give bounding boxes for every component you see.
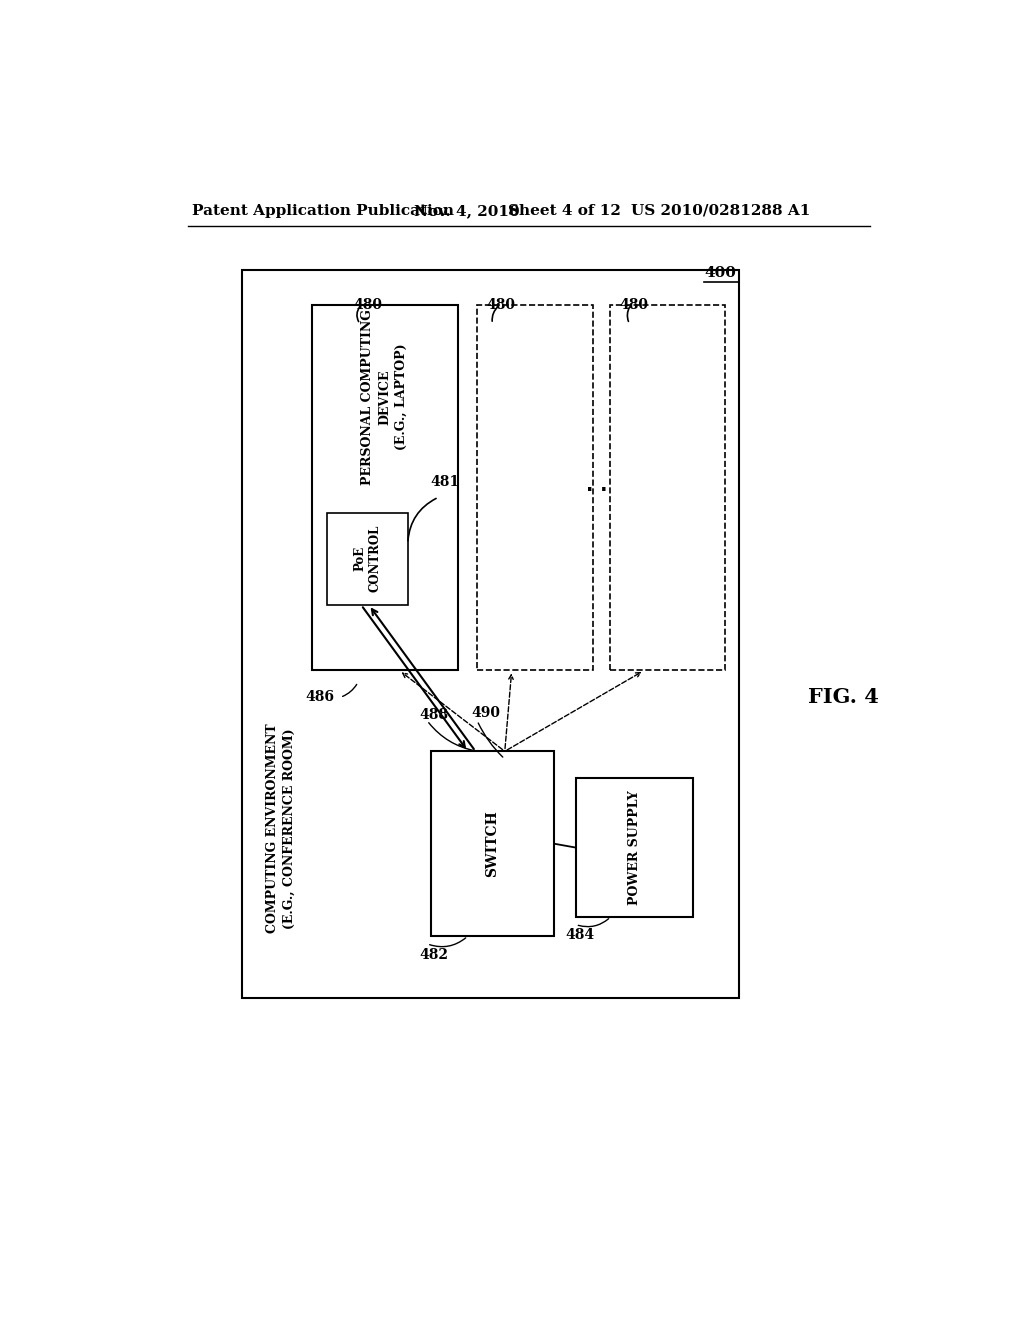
Text: US 2010/0281288 A1: US 2010/0281288 A1 (631, 203, 810, 218)
Text: PoE
CONTROL: PoE CONTROL (353, 525, 381, 593)
Bar (243, 271, 739, 998)
Text: 486: 486 (305, 690, 335, 705)
Bar (477, 305, 593, 671)
Text: Nov. 4, 2010: Nov. 4, 2010 (414, 203, 519, 218)
Text: Patent Application Publication: Patent Application Publication (193, 203, 455, 218)
Bar (609, 305, 725, 671)
Text: 480: 480 (486, 298, 515, 313)
Bar (431, 751, 554, 936)
Text: 484: 484 (565, 928, 595, 942)
Text: . .: . . (586, 477, 607, 495)
Bar (575, 779, 692, 917)
Text: Sheet 4 of 12: Sheet 4 of 12 (508, 203, 621, 218)
Bar (311, 305, 458, 671)
Text: FIG. 4: FIG. 4 (808, 688, 879, 708)
Text: 400: 400 (705, 267, 736, 280)
Text: PERSONAL COMPUTING
DEVICE
(E.G., LAPTOP): PERSONAL COMPUTING DEVICE (E.G., LAPTOP) (361, 309, 409, 484)
Text: 480: 480 (620, 298, 648, 313)
Text: 490: 490 (471, 706, 500, 719)
Text: COMPUTING ENVIRONMENT
(E.G., CONFERENCE ROOM): COMPUTING ENVIRONMENT (E.G., CONFERENCE … (265, 723, 296, 933)
Text: POWER SUPPLY: POWER SUPPLY (628, 791, 641, 906)
Text: SWITCH: SWITCH (485, 810, 500, 876)
Bar (327, 512, 408, 605)
Text: 488: 488 (419, 708, 449, 722)
Text: 480: 480 (354, 298, 383, 313)
Text: 482: 482 (419, 948, 449, 962)
Text: 481: 481 (431, 475, 460, 490)
